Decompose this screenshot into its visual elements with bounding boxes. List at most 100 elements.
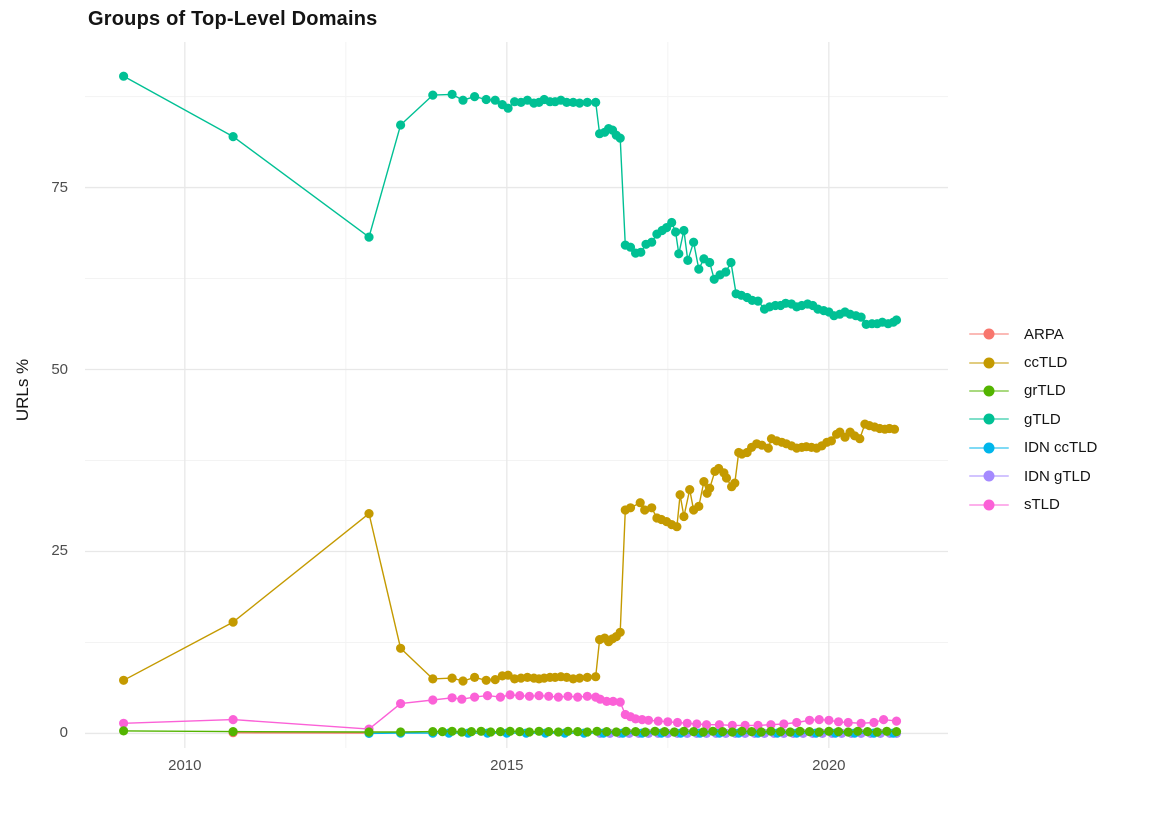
data-point-grtld: [524, 727, 535, 737]
data-point-grtld: [631, 727, 641, 737]
data-point-stld: [672, 717, 683, 728]
legend-item-arpa: ARPA: [968, 320, 1097, 348]
data-point-gtld: [726, 257, 736, 268]
data-point-cctld: [625, 503, 636, 513]
data-point-grtld: [679, 726, 689, 736]
data-point-grtld: [582, 727, 592, 737]
data-point-stld: [824, 715, 834, 725]
data-point-gtld: [447, 89, 457, 99]
data-point-gtld: [647, 237, 657, 247]
data-point-stld: [814, 715, 824, 725]
data-point-gtld: [228, 132, 238, 142]
series-stld: [119, 690, 902, 734]
data-point-gtld: [470, 92, 480, 102]
data-point-stld: [792, 717, 802, 728]
data-point-grtld: [602, 727, 612, 737]
data-point-grtld: [795, 726, 805, 736]
data-point-stld: [482, 691, 493, 701]
data-point-grtld: [228, 727, 238, 737]
legend-label: IDN ccTLD: [1024, 439, 1098, 457]
data-point-cctld: [679, 511, 689, 522]
data-point-grtld: [119, 726, 129, 736]
chart-title: Groups of Top-Level Domains: [88, 8, 378, 30]
data-point-grtld: [766, 726, 776, 736]
data-point-grtld: [611, 727, 621, 737]
data-point-gtld: [119, 71, 129, 81]
data-point-grtld: [718, 727, 728, 737]
data-point-grtld: [396, 727, 406, 737]
data-point-stld: [714, 720, 725, 730]
legend-label: IDN gTLD: [1024, 467, 1091, 485]
data-point-cctld: [672, 522, 682, 532]
data-point-gtld: [582, 97, 592, 107]
data-point-cctld: [640, 505, 650, 515]
data-point-cctld: [396, 643, 406, 653]
data-point-cctld: [591, 672, 601, 682]
data-point-gtld: [364, 232, 374, 242]
data-point-grtld: [882, 726, 892, 736]
data-point-cctld: [490, 675, 500, 685]
data-point-gtld: [396, 120, 406, 130]
data-point-cctld: [763, 443, 773, 453]
data-point-gtld: [481, 94, 491, 105]
data-point-cctld: [694, 501, 704, 511]
data-point-stld: [573, 692, 583, 702]
data-point-stld: [534, 691, 544, 701]
legend-key-marker-icon: [968, 441, 1010, 455]
data-point-cctld: [582, 672, 592, 683]
data-point-stld: [582, 691, 592, 701]
series-cctld: [119, 419, 900, 686]
data-point-grtld: [563, 726, 573, 736]
data-point-grtld: [689, 727, 699, 737]
data-point-stld: [515, 691, 525, 701]
data-point-stld: [602, 696, 612, 707]
data-point-grtld: [785, 727, 795, 737]
data-point-stld: [869, 717, 879, 728]
data-point-gtld: [428, 90, 438, 100]
data-point-grtld: [660, 727, 670, 737]
data-point-stld: [524, 691, 535, 701]
data-point-grtld: [727, 727, 737, 737]
legend-key-marker-icon: [968, 327, 1010, 341]
series-arpa: [228, 728, 374, 738]
data-point-stld: [396, 699, 406, 709]
data-point-cctld: [481, 675, 491, 685]
legend-item-idn-gtld: IDN gTLD: [968, 462, 1097, 490]
data-point-grtld: [698, 727, 708, 737]
data-point-gtld: [721, 267, 731, 277]
data-point-grtld: [891, 727, 902, 737]
legend-key-marker-icon: [968, 384, 1010, 398]
data-point-grtld: [495, 727, 505, 737]
data-point-cctld: [228, 617, 238, 627]
data-point-gtld: [705, 257, 715, 268]
data-point-stld: [228, 715, 238, 725]
data-point-gtld: [636, 247, 646, 257]
data-point-cctld: [889, 424, 900, 434]
data-point-gtld: [683, 255, 693, 265]
data-point-grtld: [486, 727, 496, 737]
data-point-stld: [692, 719, 702, 729]
data-point-cctld: [447, 673, 457, 683]
x-tick-label-2020: 2020: [812, 757, 846, 774]
data-point-stld: [653, 716, 663, 726]
data-point-gtld: [591, 97, 601, 107]
y-tick-label-75: 75: [51, 178, 68, 196]
data-point-gtld: [490, 95, 500, 105]
data-point-grtld: [544, 727, 554, 737]
data-point-stld: [119, 718, 129, 728]
data-point-cctld: [458, 676, 468, 686]
y-tick-label-0: 0: [59, 724, 68, 742]
data-point-grtld: [534, 726, 544, 736]
data-point-grtld: [756, 727, 766, 737]
data-point-stld: [843, 717, 853, 728]
legend-item-idn-cctld: IDN ccTLD: [968, 434, 1097, 462]
data-point-cctld: [855, 434, 865, 444]
data-point-stld: [470, 692, 480, 702]
data-point-cctld: [675, 490, 685, 500]
data-point-grtld: [650, 726, 660, 736]
data-point-grtld: [476, 726, 486, 736]
legend-key-marker-icon: [968, 356, 1010, 370]
x-tick-label-2015: 2015: [490, 757, 524, 774]
data-point-stld: [879, 715, 889, 725]
data-point-gtld: [615, 133, 625, 143]
